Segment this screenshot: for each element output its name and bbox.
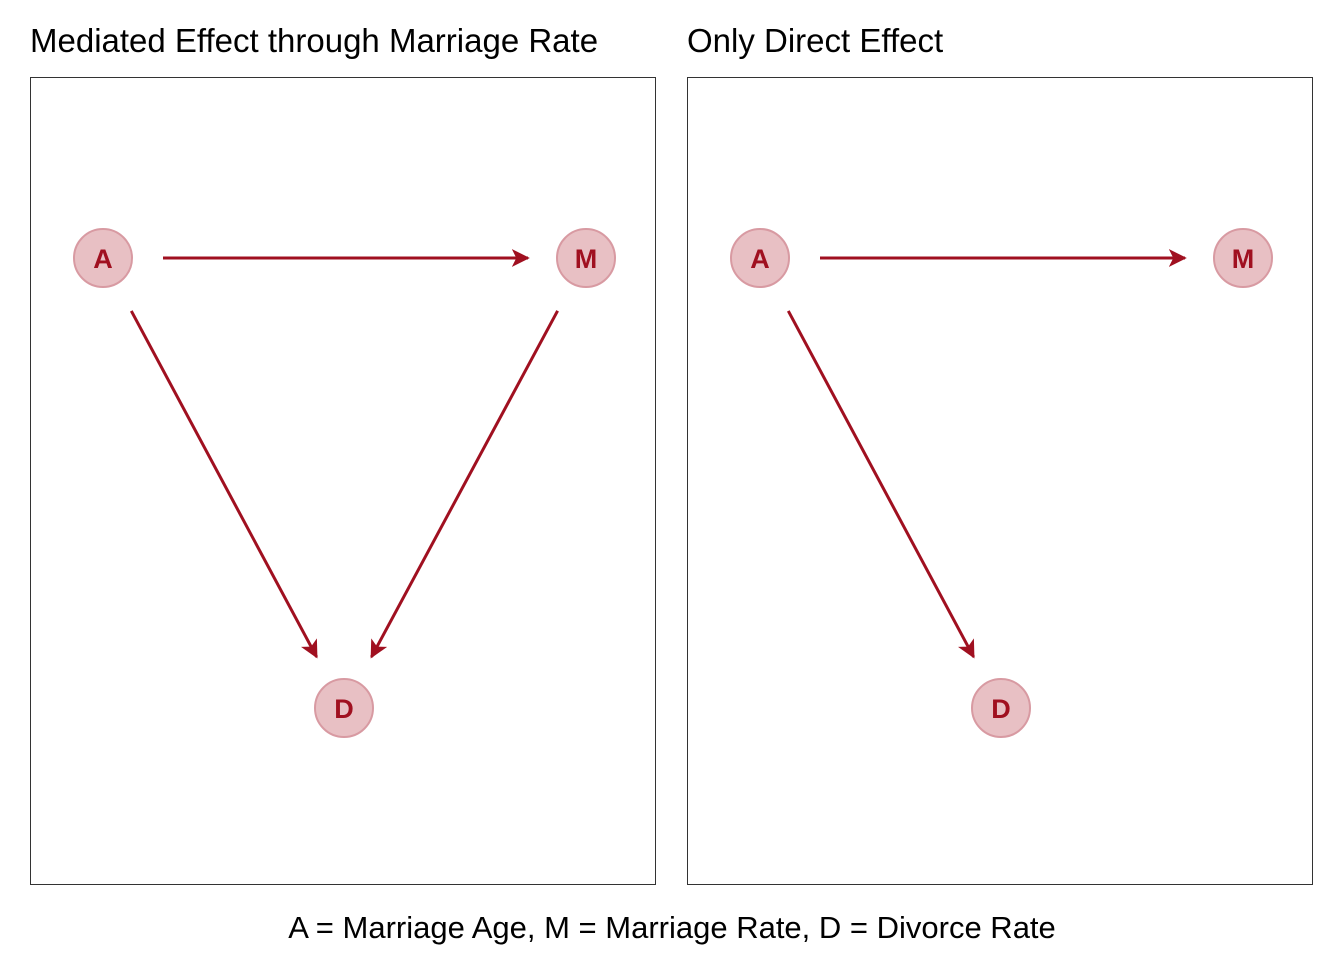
node-label: D	[991, 694, 1011, 724]
node-m: M	[556, 228, 616, 288]
panel-title-direct: Only Direct Effect	[687, 22, 944, 59]
node-label: A	[93, 244, 113, 274]
edge-m-to-d	[370, 310, 559, 659]
node-label: M	[1232, 244, 1255, 274]
node-a: A	[73, 228, 133, 288]
dag-panel-mediated: A M D	[30, 77, 656, 885]
node-circle	[556, 228, 616, 288]
node-circle	[730, 228, 790, 288]
node-circle	[314, 678, 374, 738]
legend-caption: A = Marriage Age, M = Marriage Rate, D =…	[288, 910, 1056, 945]
node-circle	[73, 228, 133, 288]
node-d: D	[314, 678, 374, 738]
edge-a-to-d	[129, 310, 318, 659]
node-circle	[1213, 228, 1273, 288]
dag-canvas-direct: A M D	[730, 228, 1273, 738]
node-a: A	[730, 228, 790, 288]
node-label: M	[575, 244, 598, 274]
edge-a-to-d	[786, 310, 975, 659]
node-circle	[971, 678, 1031, 738]
node-m: M	[1213, 228, 1273, 288]
dag-panel-direct: A M D	[687, 77, 1313, 885]
node-label: A	[750, 244, 770, 274]
panel-title-mediated: Mediated Effect through Marriage Rate	[30, 22, 599, 59]
dag-canvas-mediated: A M D	[73, 228, 616, 738]
node-label: D	[334, 694, 354, 724]
node-d: D	[971, 678, 1031, 738]
